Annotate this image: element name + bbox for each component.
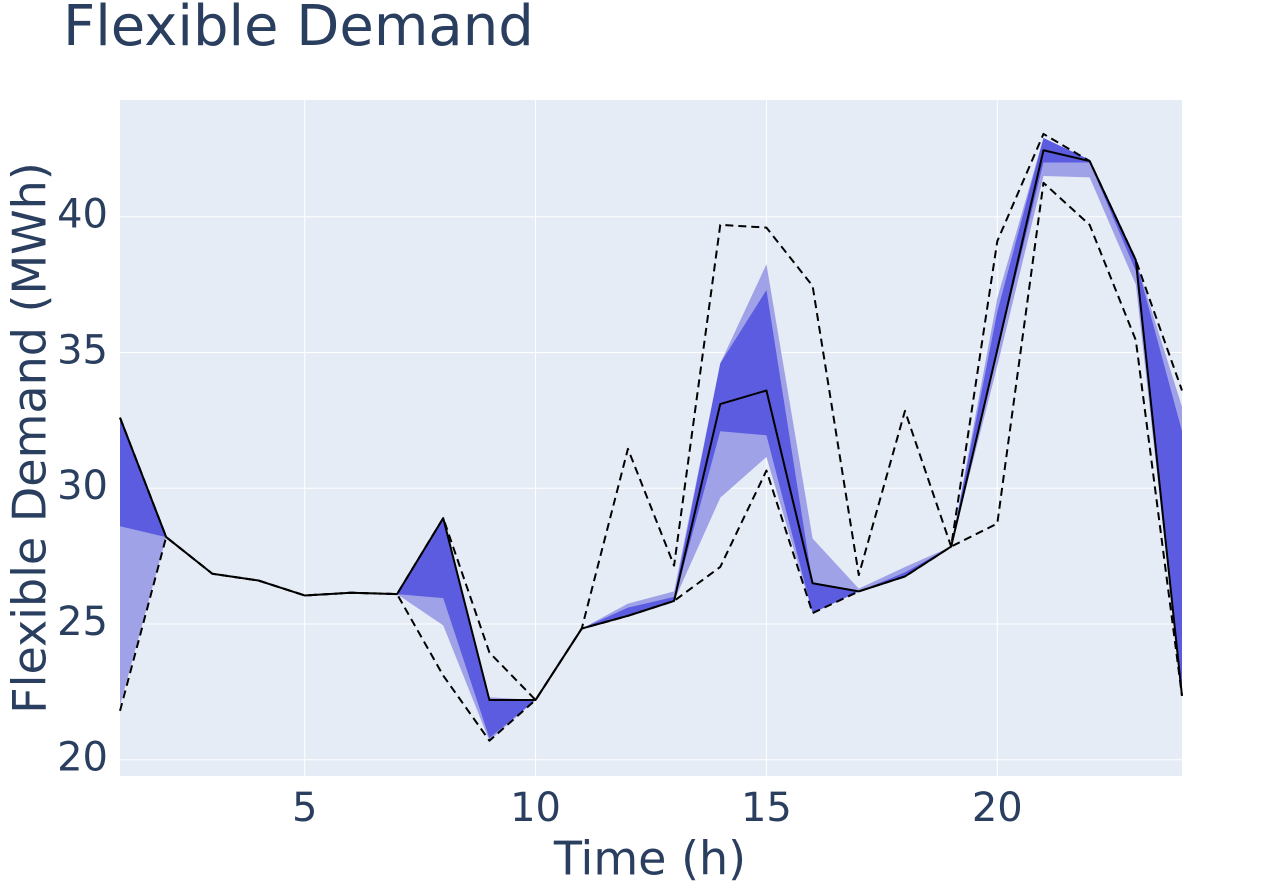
x-tick-label: 20 (972, 785, 1023, 831)
plot-area (119, 132, 1183, 742)
chart-title: Flexible Demand (63, 0, 534, 59)
series-line (119, 149, 1183, 701)
x-tick-label: 10 (510, 785, 561, 831)
grid (120, 100, 1182, 776)
y-tick-label: 35 (57, 327, 108, 373)
plot-background (120, 100, 1182, 776)
y-axis-label: Flexible Demand (MWh) (3, 162, 57, 714)
x-axis-label: Time (h) (553, 832, 746, 886)
y-tick-label: 40 (57, 192, 108, 238)
x-tick-label: 5 (292, 785, 317, 831)
x-tick-label: 15 (741, 785, 792, 831)
y-tick-label: 20 (57, 735, 108, 781)
y-tick-label: 25 (57, 599, 108, 645)
y-tick-label: 30 (57, 463, 108, 509)
